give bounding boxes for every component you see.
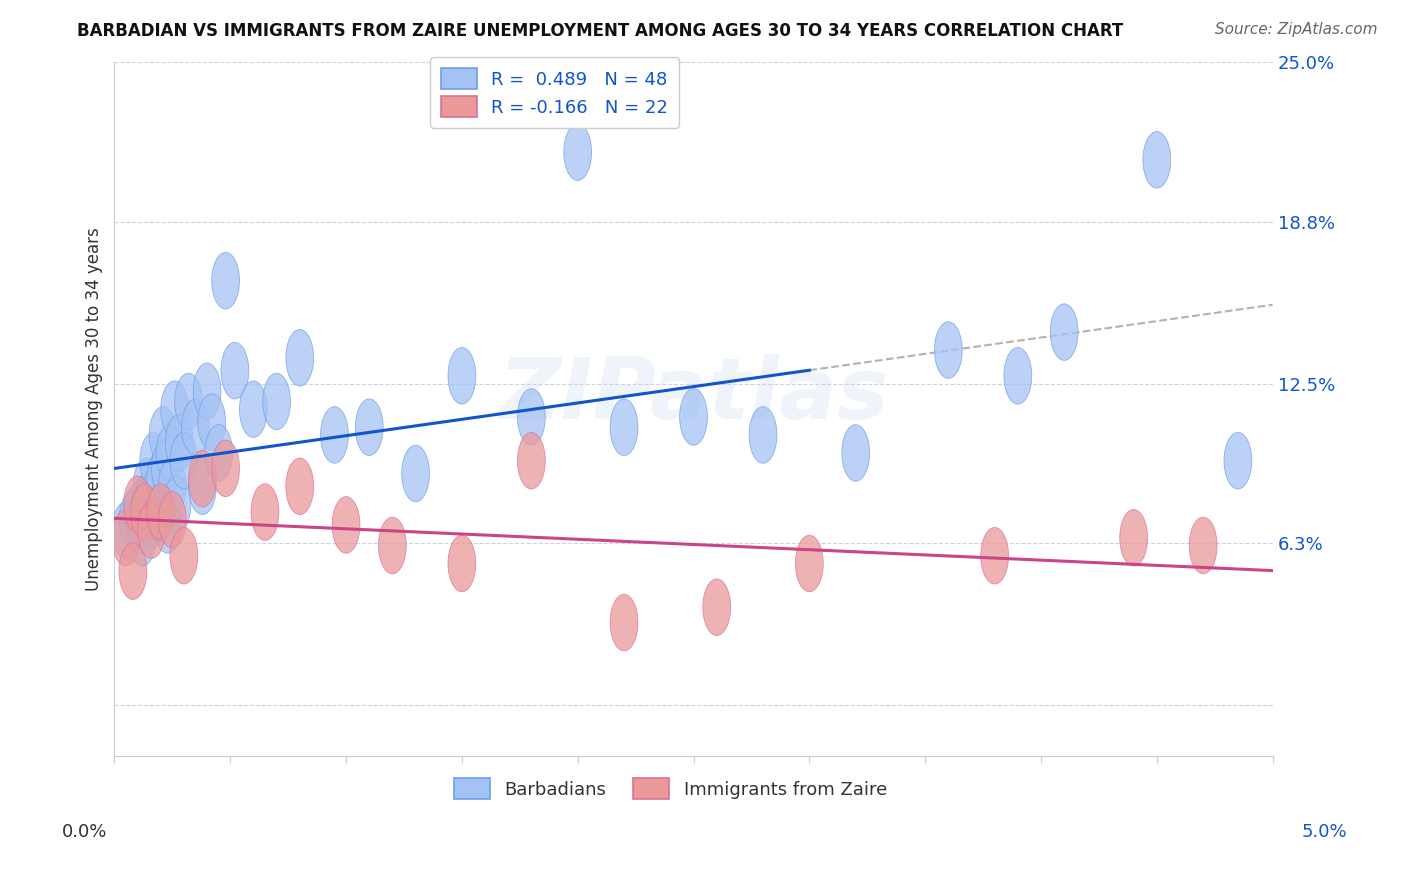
Ellipse shape [149,407,177,463]
Ellipse shape [1119,509,1147,566]
Ellipse shape [252,483,278,541]
Ellipse shape [1189,517,1218,574]
Ellipse shape [1050,304,1078,360]
Ellipse shape [127,497,153,553]
Ellipse shape [166,415,193,471]
Ellipse shape [1143,131,1171,188]
Ellipse shape [285,329,314,386]
Ellipse shape [138,491,166,548]
Ellipse shape [1004,348,1032,404]
Ellipse shape [174,373,202,430]
Ellipse shape [263,373,291,430]
Ellipse shape [749,407,778,463]
Ellipse shape [188,450,217,507]
Ellipse shape [610,399,638,456]
Ellipse shape [139,433,167,489]
Ellipse shape [181,399,209,456]
Ellipse shape [153,497,181,553]
Ellipse shape [131,476,159,533]
Ellipse shape [159,491,186,548]
Ellipse shape [517,389,546,445]
Ellipse shape [517,433,546,489]
Ellipse shape [112,502,139,558]
Legend: Barbadians, Immigrants from Zaire: Barbadians, Immigrants from Zaire [447,771,894,806]
Ellipse shape [142,466,170,523]
Ellipse shape [205,425,232,481]
Ellipse shape [159,458,186,515]
Ellipse shape [188,458,217,515]
Ellipse shape [163,476,191,533]
Ellipse shape [135,471,163,527]
Ellipse shape [332,497,360,553]
Ellipse shape [170,527,198,584]
Ellipse shape [449,348,475,404]
Ellipse shape [160,381,188,437]
Text: BARBADIAN VS IMMIGRANTS FROM ZAIRE UNEMPLOYMENT AMONG AGES 30 TO 34 YEARS CORREL: BARBADIAN VS IMMIGRANTS FROM ZAIRE UNEMP… [77,22,1123,40]
Ellipse shape [156,425,184,481]
Ellipse shape [321,407,349,463]
Ellipse shape [1225,433,1251,489]
Ellipse shape [221,343,249,399]
Ellipse shape [564,124,592,180]
Ellipse shape [796,535,824,591]
Ellipse shape [124,483,152,541]
Ellipse shape [112,509,139,566]
Ellipse shape [124,476,152,533]
Text: 5.0%: 5.0% [1302,822,1347,840]
Y-axis label: Unemployment Among Ages 30 to 34 years: Unemployment Among Ages 30 to 34 years [86,227,103,591]
Ellipse shape [239,381,267,437]
Ellipse shape [679,389,707,445]
Ellipse shape [145,483,173,541]
Ellipse shape [842,425,869,481]
Ellipse shape [131,483,159,541]
Ellipse shape [935,322,962,378]
Ellipse shape [356,399,382,456]
Ellipse shape [285,458,314,515]
Ellipse shape [198,393,225,450]
Ellipse shape [449,535,475,591]
Ellipse shape [120,491,146,548]
Ellipse shape [146,483,174,541]
Ellipse shape [146,450,174,507]
Ellipse shape [120,543,146,599]
Ellipse shape [128,509,156,566]
Ellipse shape [610,594,638,651]
Text: ZIPatlas: ZIPatlas [498,354,889,437]
Text: 0.0%: 0.0% [62,822,107,840]
Ellipse shape [981,527,1008,584]
Ellipse shape [703,579,731,635]
Ellipse shape [378,517,406,574]
Ellipse shape [193,363,221,419]
Ellipse shape [152,440,180,497]
Ellipse shape [212,440,239,497]
Ellipse shape [134,458,160,515]
Ellipse shape [212,252,239,309]
Text: Source: ZipAtlas.com: Source: ZipAtlas.com [1215,22,1378,37]
Ellipse shape [170,433,198,489]
Ellipse shape [402,445,429,502]
Ellipse shape [138,502,166,558]
